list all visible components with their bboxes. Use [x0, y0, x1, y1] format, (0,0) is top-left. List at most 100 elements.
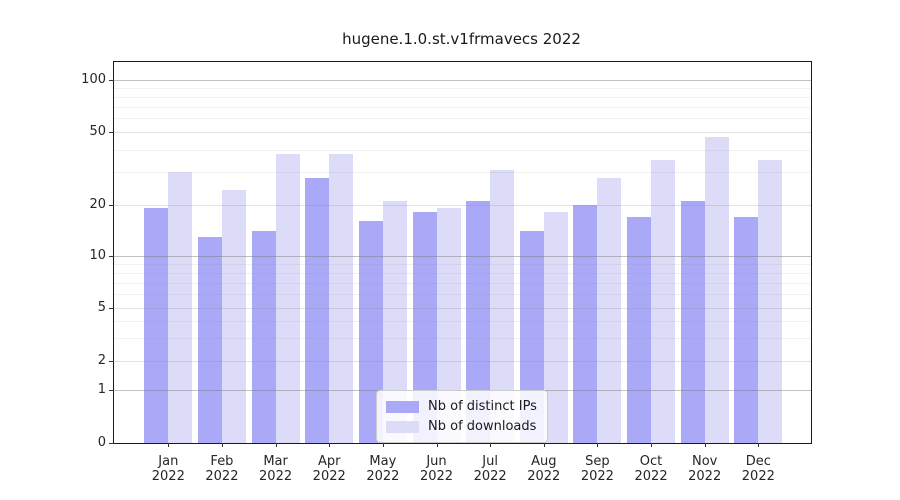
x-tick-label-jun: Jun 2022	[409, 454, 465, 484]
x-tick-label-mar: Mar 2022	[248, 454, 304, 484]
x-label-year-may: 2022	[366, 469, 400, 484]
bar-downloads-apr	[329, 153, 354, 443]
bar-distinct-ips-apr	[305, 177, 330, 443]
gridline-30	[114, 172, 811, 174]
x-tick-label-oct: Oct 2022	[623, 454, 679, 484]
y-tick-label-10: 10	[89, 248, 106, 263]
plot-area: Nb of distinct IPs Nb of downloads 100 50…	[81, 61, 812, 484]
y-tick-0	[109, 443, 114, 444]
x-tick-label-jul: Jul 2022	[462, 454, 518, 484]
x-tick-label-jan: Jan 2022	[140, 454, 196, 484]
x-tick-label-sep: Sep 2022	[569, 454, 625, 484]
gridline-7	[114, 282, 811, 284]
y-tick-100	[109, 80, 114, 81]
bar-downloads-oct	[651, 160, 676, 443]
x-tick-jun	[436, 443, 438, 447]
legend-label-downloads: Nb of downloads	[428, 419, 537, 434]
x-label-month-may: May	[369, 454, 397, 469]
x-tick-dec	[758, 443, 760, 447]
gridline-3	[114, 337, 811, 339]
x-tick-aug	[543, 443, 545, 447]
bar-distinct-ips-oct	[627, 216, 652, 443]
gridline-80	[114, 96, 811, 98]
x-label-month-apr: Apr	[317, 454, 341, 469]
x-label-month-mar: Mar	[263, 454, 288, 469]
x-tick-oct	[651, 443, 653, 447]
y-tick-label-20: 20	[89, 196, 106, 212]
x-tick-jan	[168, 443, 170, 447]
bar-downloads-feb	[221, 190, 246, 443]
y-tick-label-2: 2	[97, 353, 106, 368]
gridline-60	[114, 118, 811, 120]
y-tick-50	[109, 132, 114, 133]
x-label-year-dec: 2022	[741, 469, 775, 484]
gridline-4	[114, 320, 811, 322]
x-tick-label-nov: Nov 2022	[677, 454, 733, 484]
bar-distinct-ips-feb	[197, 236, 222, 443]
x-tick-label-apr: Apr 2022	[301, 454, 357, 484]
legend-item-downloads: Nb of downloads	[386, 417, 537, 436]
x-tick-may	[382, 443, 384, 447]
gridline-20	[114, 204, 811, 206]
x-tick-label-aug: Aug 2022	[516, 454, 572, 484]
gridline-70	[114, 106, 811, 108]
gridline-6	[114, 294, 811, 296]
gridline-40	[114, 149, 811, 151]
y-tick-label-100: 100	[81, 72, 106, 87]
x-label-month-oct: Oct	[639, 454, 663, 469]
x-label-month-jul: Jul	[482, 454, 498, 469]
x-label-year-apr: 2022	[312, 469, 346, 484]
x-tick-sep	[597, 443, 599, 447]
x-label-year-mar: 2022	[259, 469, 293, 484]
x-label-month-jun: Jun	[426, 454, 447, 469]
x-label-month-sep: Sep	[585, 454, 610, 469]
x-label-month-aug: Aug	[531, 454, 557, 469]
gridline-9	[114, 263, 811, 265]
y-tick-10	[109, 256, 114, 257]
x-tick-jul	[490, 443, 492, 447]
gridline-50	[114, 132, 811, 133]
bar-distinct-ips-nov	[680, 200, 705, 443]
gridline-2	[114, 361, 811, 362]
bar-downloads-nov	[704, 136, 729, 443]
x-label-month-jan: Jan	[158, 454, 179, 469]
x-tick-apr	[329, 443, 331, 447]
y-tick-5	[109, 308, 114, 309]
x-tick-nov	[704, 443, 706, 447]
bar-distinct-ips-mar	[251, 231, 276, 443]
bar-downloads-mar	[275, 153, 300, 443]
x-label-year-jan: 2022	[151, 469, 185, 484]
legend-swatch-distinct-ips-icon	[386, 400, 419, 413]
gridline-5	[114, 308, 811, 309]
x-label-year-nov: 2022	[688, 469, 722, 484]
bar-downloads-dec	[758, 160, 783, 443]
y-tick-label-1: 1	[97, 382, 106, 397]
gridline-100	[114, 80, 811, 81]
x-label-year-aug: 2022	[527, 469, 561, 484]
y-tick-label-50: 50	[89, 124, 106, 139]
y-tick-label-5: 5	[97, 300, 106, 315]
y-tick-label-0: 0	[97, 435, 106, 450]
x-label-month-dec: Dec	[745, 454, 771, 469]
y-tick-20	[109, 204, 114, 206]
x-label-year-jun: 2022	[419, 469, 454, 484]
x-label-month-nov: Nov	[692, 454, 718, 469]
legend-swatch-downloads-icon	[386, 420, 419, 433]
y-tick-2	[109, 361, 114, 362]
gridline-8	[114, 272, 811, 274]
x-tick-label-may: May 2022	[355, 454, 411, 484]
bar-downloads-jan	[168, 172, 193, 443]
x-label-year-oct: 2022	[634, 469, 668, 484]
x-label-month-feb: Feb	[210, 454, 234, 469]
x-tick-feb	[221, 443, 223, 447]
x-tick-label-feb: Feb 2022	[194, 454, 250, 484]
legend: Nb of distinct IPs Nb of downloads	[376, 390, 548, 443]
bar-downloads-sep	[597, 177, 622, 443]
gridline-10	[114, 256, 811, 257]
legend-label-distinct-ips: Nb of distinct IPs	[428, 399, 537, 414]
x-label-year-jul: 2022	[473, 469, 507, 484]
x-label-year-sep: 2022	[580, 469, 614, 484]
bar-distinct-ips-jan	[144, 208, 169, 443]
x-tick-label-dec: Dec 2022	[730, 454, 786, 484]
